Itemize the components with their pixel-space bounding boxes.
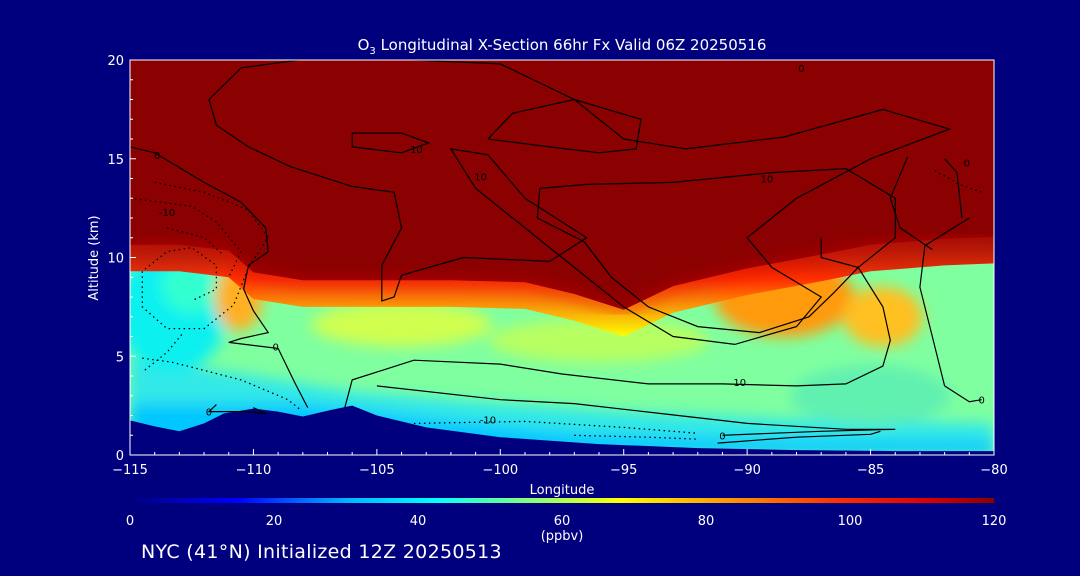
y-tick-label: 20 bbox=[107, 54, 124, 69]
terrain bbox=[130, 405, 994, 455]
x-axis-label: Longitude bbox=[530, 483, 595, 498]
contour-label: 0 bbox=[798, 64, 804, 75]
stratosphere bbox=[130, 60, 994, 310]
contour-line bbox=[717, 430, 881, 444]
mid-ozone-band-west bbox=[311, 302, 492, 347]
contour-label: -10 bbox=[159, 208, 175, 219]
contour-label: 0 bbox=[272, 342, 278, 353]
contour-label: 10 bbox=[733, 378, 746, 389]
colorbar-ticks: 0 20 40 60 80 100 120 bbox=[126, 514, 1007, 529]
contour-line bbox=[344, 237, 891, 408]
ozone-field: 0 -10 10 0 10 10 0 0 0 -10 10 0 0 bbox=[130, 60, 994, 455]
tropopause-fringe bbox=[130, 234, 994, 315]
negative-contour-line bbox=[413, 420, 698, 434]
colorbar-tick-label: 80 bbox=[698, 514, 715, 529]
y-tick-label: 0 bbox=[116, 449, 124, 464]
contour-line bbox=[487, 98, 642, 154]
x-tick-label: −80 bbox=[980, 463, 1007, 478]
colorbar-tick-label: 100 bbox=[838, 514, 863, 529]
contour-line bbox=[351, 132, 431, 154]
contour-label: 0 bbox=[719, 431, 725, 442]
contour-label: 0 bbox=[964, 159, 970, 170]
y-tick-label: 15 bbox=[107, 153, 124, 168]
contour-label: 0 bbox=[154, 151, 160, 162]
mid-ozone-band bbox=[489, 318, 710, 363]
eastern-low-ozone-patch bbox=[790, 365, 951, 426]
contour-line bbox=[889, 156, 933, 251]
negative-contour-line bbox=[166, 227, 225, 256]
contour-line bbox=[919, 217, 982, 403]
y-tick-label: 10 bbox=[107, 252, 124, 267]
y-axis-label: Altitude (km) bbox=[87, 215, 102, 300]
x-tick-label: −110 bbox=[236, 463, 272, 478]
colorbar-tick-label: 0 bbox=[126, 514, 134, 529]
contour-line bbox=[376, 385, 896, 436]
colorbar-unit: (ppbv) bbox=[541, 529, 584, 544]
colorbar-tick-label: 40 bbox=[410, 514, 427, 529]
run-info: NYC (41°N) Initialized 12Z 20250513 bbox=[141, 541, 502, 563]
contour-label: 10 bbox=[761, 175, 774, 186]
y-tick-label: 5 bbox=[116, 350, 124, 365]
x-tick-label: −90 bbox=[733, 463, 760, 478]
colorbar-tick-label: 60 bbox=[554, 514, 571, 529]
x-tick-label: −95 bbox=[610, 463, 637, 478]
contour-label: 0 bbox=[206, 408, 212, 419]
eastern-fold-edge bbox=[842, 286, 923, 347]
x-tick-label: −85 bbox=[857, 463, 884, 478]
colorbar-tick-label: 120 bbox=[982, 514, 1007, 529]
contour-label: -10 bbox=[480, 415, 496, 426]
colorbar bbox=[130, 498, 994, 503]
x-tick-label: −105 bbox=[359, 463, 395, 478]
contour-line bbox=[944, 158, 963, 219]
x-tick-label: −115 bbox=[112, 463, 148, 478]
chart-title: O3 Longitudinal X-Section 66hr Fx Valid … bbox=[358, 36, 767, 57]
contour-label: 0 bbox=[978, 396, 984, 407]
negative-contour-line bbox=[142, 357, 301, 411]
x-tick-label: −100 bbox=[482, 463, 518, 478]
contour-line bbox=[207, 404, 267, 415]
contour-line bbox=[130, 146, 309, 408]
contour-line bbox=[208, 60, 952, 346]
contour-line bbox=[536, 167, 896, 334]
contour-label: 10 bbox=[474, 173, 487, 184]
negative-contour-line bbox=[130, 197, 242, 278]
contour-label: 10 bbox=[410, 145, 423, 156]
x-axis: −115 −110 −105 −100 −95 −90 −85 −80 bbox=[112, 449, 1008, 478]
colorbar-tick-label: 20 bbox=[266, 514, 283, 529]
y-axis: 0 5 10 15 20 bbox=[107, 54, 136, 464]
